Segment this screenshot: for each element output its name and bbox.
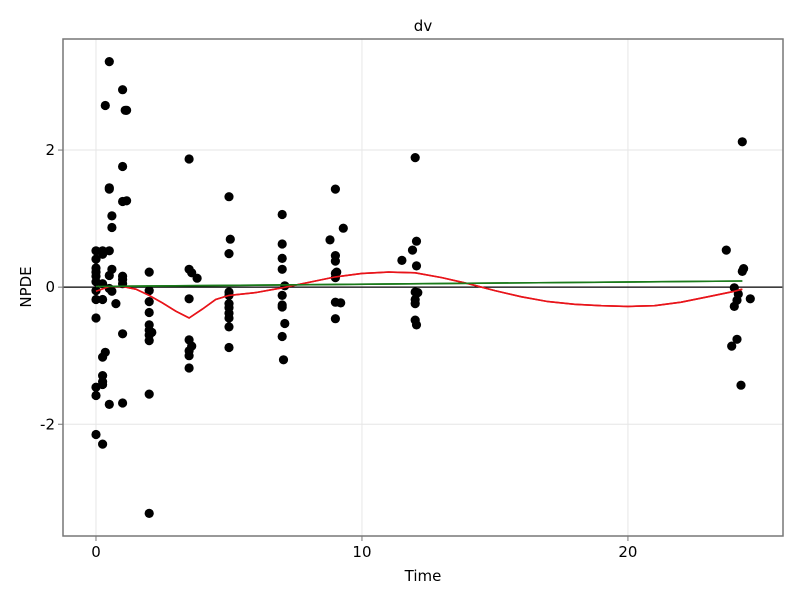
x-axis-label: Time: [404, 567, 442, 585]
data-point: [98, 439, 108, 449]
data-point: [147, 327, 157, 337]
data-point: [144, 286, 154, 296]
data-point: [118, 85, 128, 95]
data-point: [277, 253, 287, 263]
data-point: [184, 294, 194, 304]
data-point: [224, 322, 234, 332]
data-point: [111, 299, 121, 309]
data-point: [277, 209, 287, 220]
data-point: [144, 297, 154, 307]
data-point: [91, 294, 101, 305]
data-point: [330, 184, 340, 194]
x-tick-label: 0: [91, 543, 101, 561]
data-point: [330, 314, 340, 324]
data-point: [224, 192, 234, 202]
data-point: [107, 222, 117, 233]
data-point: [280, 281, 290, 291]
data-point: [118, 398, 128, 408]
data-point: [733, 289, 743, 299]
data-point: [277, 264, 287, 274]
data-point: [411, 261, 422, 271]
data-point: [277, 302, 287, 312]
y-tick-label: 0: [45, 278, 55, 296]
data-point: [91, 390, 101, 401]
data-point: [122, 196, 132, 206]
data-point: [225, 234, 235, 244]
y-axis-ticks: -2 0 2: [40, 141, 63, 433]
data-point: [224, 342, 234, 353]
data-point: [144, 508, 154, 518]
data-point: [100, 347, 110, 357]
data-point: [104, 57, 114, 67]
data-point: [91, 313, 101, 323]
data-point: [107, 286, 117, 296]
data-point: [277, 331, 287, 342]
data-point: [278, 355, 289, 365]
data-point: [410, 153, 420, 163]
data-point: [144, 336, 154, 346]
data-point: [224, 249, 234, 259]
data-point: [736, 380, 746, 390]
data-point: [187, 341, 197, 351]
data-point: [332, 267, 342, 277]
data-point: [104, 399, 114, 409]
data-point: [410, 299, 420, 309]
data-point: [280, 318, 290, 329]
data-point: [192, 273, 202, 283]
data-point: [91, 429, 101, 440]
data-point: [104, 246, 114, 256]
data-point: [325, 235, 335, 245]
data-point: [739, 264, 749, 274]
x-axis-ticks: 0 10 20: [91, 536, 637, 561]
y-tick-label: 2: [45, 141, 55, 159]
data-point: [732, 334, 742, 344]
data-point: [397, 255, 407, 265]
x-tick-label: 20: [618, 543, 637, 561]
data-point: [184, 363, 194, 373]
data-point: [224, 313, 234, 323]
data-point: [118, 329, 128, 339]
x-tick-label: 10: [352, 543, 371, 561]
data-point: [100, 100, 110, 111]
data-point: [184, 351, 194, 361]
data-point: [336, 298, 346, 308]
y-axis-label: NPDE: [17, 266, 35, 307]
data-point: [98, 379, 108, 390]
data-point: [745, 294, 755, 304]
chart-title: dv: [414, 17, 433, 35]
data-point: [338, 223, 348, 233]
data-point: [107, 211, 117, 221]
scatter-points: [91, 57, 755, 518]
data-point: [277, 290, 287, 300]
data-point: [411, 320, 422, 330]
data-point: [107, 264, 117, 274]
data-point: [144, 307, 154, 318]
data-point: [144, 389, 154, 399]
data-point: [144, 267, 154, 277]
data-point: [98, 294, 108, 305]
data-point: [118, 161, 128, 172]
data-point: [407, 245, 418, 255]
data-point: [277, 239, 287, 249]
data-point: [330, 256, 340, 266]
data-point: [727, 341, 737, 351]
data-point: [122, 105, 132, 115]
data-point: [184, 154, 194, 164]
data-point: [411, 236, 422, 246]
data-point: [104, 183, 114, 193]
y-tick-label: -2: [40, 415, 55, 433]
data-point: [737, 137, 747, 147]
data-point: [413, 288, 423, 298]
data-point: [91, 254, 101, 264]
data-point: [721, 245, 731, 255]
